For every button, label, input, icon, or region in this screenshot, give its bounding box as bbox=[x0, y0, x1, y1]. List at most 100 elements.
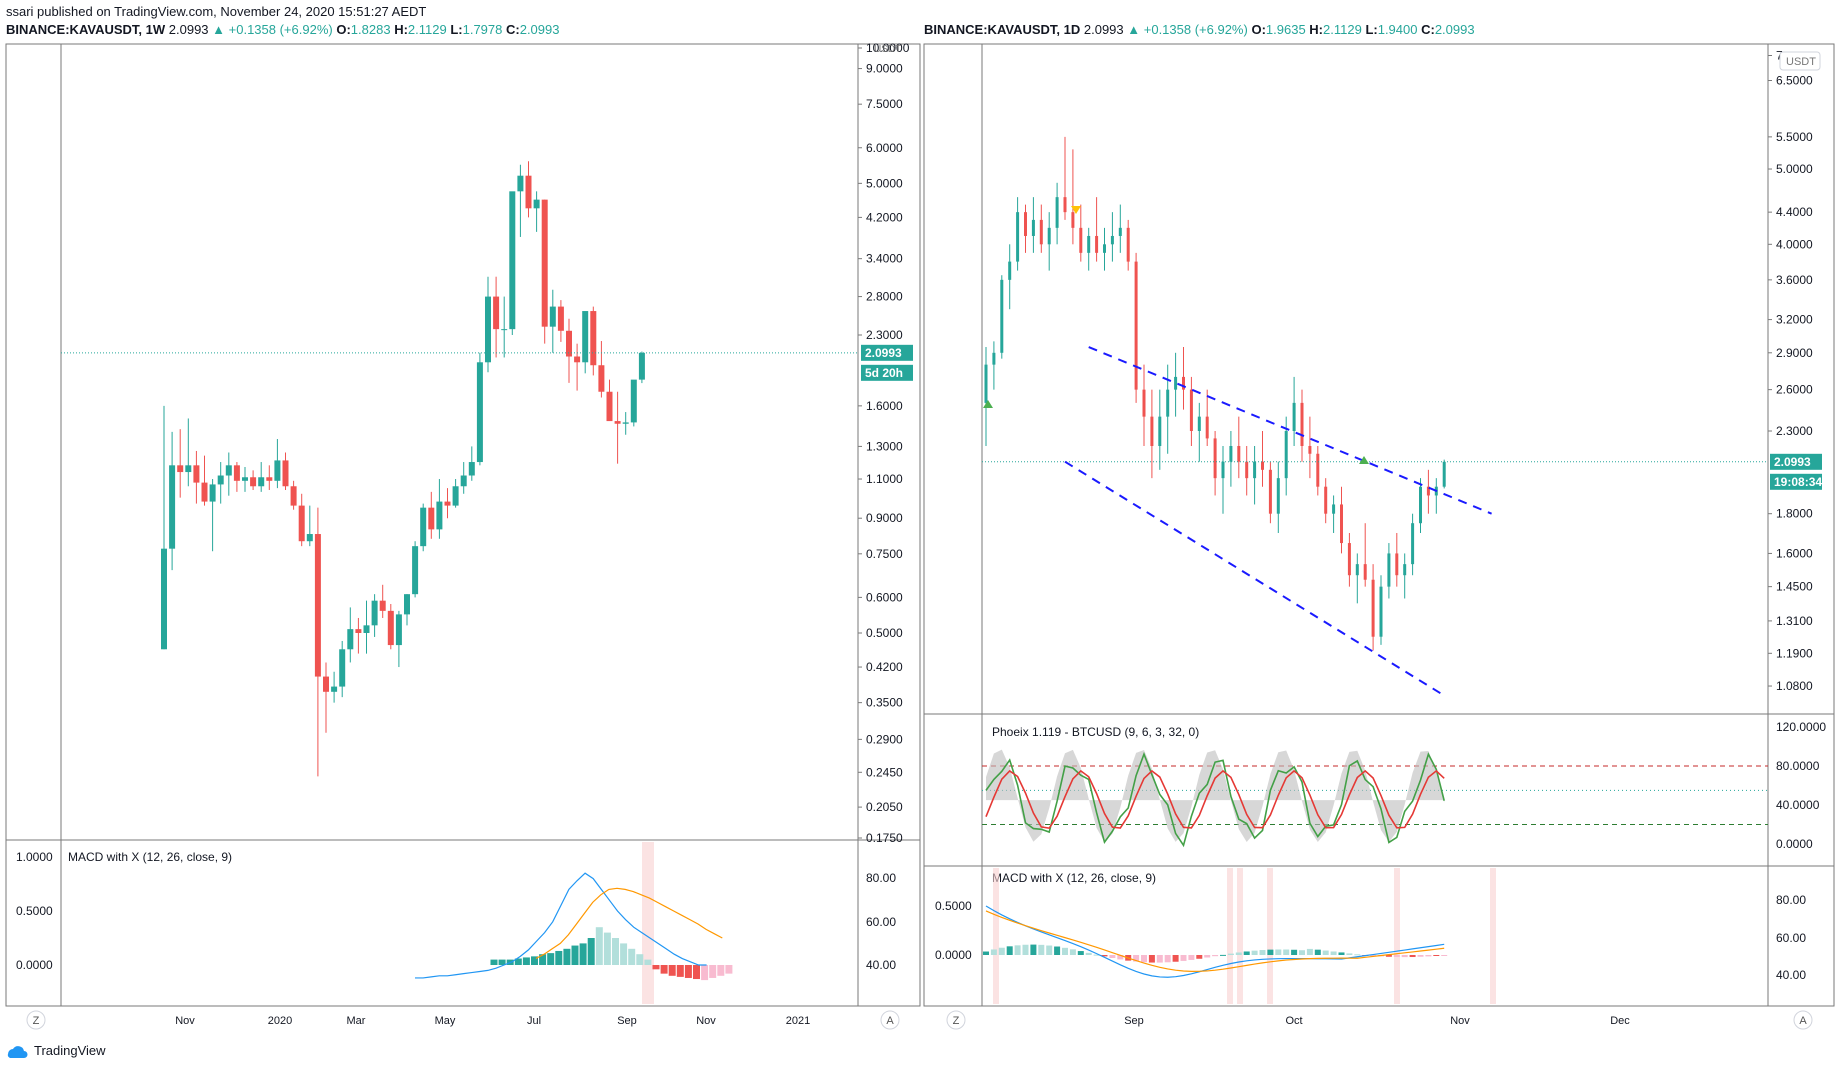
right-macd-hist-bar bbox=[1251, 950, 1258, 955]
right-macd-hist-bar bbox=[1409, 955, 1416, 958]
right-price-tag-text: 2.0993 bbox=[1774, 455, 1811, 469]
right-symbol: BINANCE:KAVAUSDT, 1D bbox=[924, 22, 1081, 37]
right-macd-hist-bar bbox=[1385, 955, 1392, 957]
right-osc-y-tick: 120.0000 bbox=[1776, 720, 1826, 734]
left-x-tick: Nov bbox=[696, 1015, 716, 1027]
right-y-tick: 6.5000 bbox=[1776, 74, 1813, 88]
candle-down bbox=[1237, 445, 1241, 462]
right-y-tick: 2.3000 bbox=[1776, 424, 1813, 438]
candle-up bbox=[363, 625, 370, 633]
right-macd-highlight bbox=[1227, 868, 1233, 1004]
candle-down bbox=[201, 482, 208, 502]
left-macd-hist-bar bbox=[676, 965, 684, 977]
right-y-tick: 2.9000 bbox=[1776, 346, 1813, 360]
right-a-button-label: A bbox=[1799, 1015, 1807, 1027]
candle-up bbox=[485, 296, 491, 363]
right-macd-hist-bar bbox=[998, 947, 1005, 955]
candle-down bbox=[233, 465, 240, 481]
right-macd-hist-bar bbox=[1314, 949, 1321, 955]
right-macd-hist-bar bbox=[1227, 953, 1234, 955]
left-countdown-tag-text: 5d 20h bbox=[865, 366, 903, 380]
right-macd-hist-bar bbox=[1243, 951, 1250, 955]
left-macd-hist-bar bbox=[660, 965, 668, 974]
candle-up bbox=[436, 501, 443, 530]
candle-down bbox=[1039, 219, 1043, 245]
right-macd-hist-bar bbox=[1069, 949, 1076, 955]
right-countdown-tag bbox=[1770, 473, 1822, 490]
left-macd-hist-bar bbox=[668, 965, 676, 976]
candle-up bbox=[404, 594, 410, 615]
osc-area bbox=[986, 749, 1445, 843]
candle-up bbox=[185, 465, 192, 473]
candle-up bbox=[1379, 586, 1383, 637]
right-macd-hist-bar bbox=[1093, 954, 1100, 956]
right-macd-y-tick: 0.0000 bbox=[935, 948, 972, 962]
left-y-tick: 3.4000 bbox=[866, 252, 903, 266]
right-macd-hist-bar bbox=[1338, 952, 1345, 955]
candle-down bbox=[1095, 235, 1099, 253]
left-chart-header: BINANCE:KAVAUSDT, 1W 2.0993 ▲ +0.1358 (+… bbox=[6, 22, 560, 37]
candle-down bbox=[1340, 504, 1343, 544]
right-chart-frame bbox=[923, 43, 1835, 1007]
candle-up bbox=[412, 546, 419, 595]
left-y-tick: 0.7500 bbox=[866, 547, 903, 561]
candle-up bbox=[1276, 478, 1280, 514]
candle-up bbox=[1403, 564, 1407, 576]
right-macd-hist-bar bbox=[1212, 955, 1219, 957]
left-macd-hist-bar bbox=[539, 954, 547, 965]
right-a-button bbox=[1793, 1010, 1813, 1030]
trendline bbox=[1088, 346, 1492, 515]
right-macd-highlight bbox=[1394, 868, 1400, 1004]
candle-up bbox=[476, 362, 483, 463]
right-y-tick: 4.0000 bbox=[1776, 237, 1813, 251]
right-macd-y-tick: 0.5000 bbox=[935, 899, 972, 913]
candle-up bbox=[1166, 389, 1170, 417]
right-macd-hist-bar bbox=[1133, 955, 1140, 962]
candle-down bbox=[574, 356, 581, 363]
candle-down bbox=[1071, 212, 1075, 228]
left-x-tick: Sep bbox=[617, 1015, 637, 1027]
candle-up bbox=[1158, 416, 1162, 446]
left-macd-hist-bar bbox=[563, 948, 571, 965]
left-macd-right-tick: 60.00 bbox=[866, 915, 896, 929]
left-macd-hist-bar bbox=[725, 965, 733, 974]
left-y-tick: 10.0000 bbox=[866, 41, 910, 55]
right-macd-hist-bar bbox=[1156, 955, 1163, 963]
candle-down bbox=[266, 477, 273, 481]
left-macd-hist-bar bbox=[571, 945, 579, 965]
right-macd-hist-bar bbox=[1259, 950, 1266, 955]
candle-up bbox=[1103, 244, 1106, 253]
right-macd-highlight bbox=[993, 868, 999, 1004]
candle-down bbox=[1126, 227, 1130, 262]
candle-up bbox=[371, 600, 378, 626]
candle-up bbox=[339, 649, 346, 687]
right-macd-hist-bar bbox=[1393, 955, 1400, 958]
osc-slow-line bbox=[985, 769, 1445, 830]
right-low: 1.9400 bbox=[1377, 22, 1418, 37]
right-x-tick: Sep bbox=[1124, 1015, 1144, 1027]
candle-up bbox=[549, 306, 556, 327]
right-chart-header: BINANCE:KAVAUSDT, 1D 2.0993 ▲ +0.1358 (+… bbox=[924, 22, 1475, 37]
right-close: 2.0993 bbox=[1434, 22, 1475, 37]
osc-fast-line bbox=[985, 751, 1445, 848]
left-macd-hist-bar bbox=[490, 959, 498, 965]
right-macd-hist-bar bbox=[1196, 955, 1203, 959]
candle-down bbox=[282, 460, 289, 487]
right-macd-hist-bar bbox=[1441, 955, 1448, 956]
candle-down bbox=[1300, 402, 1304, 446]
right-y-tick: 1.0800 bbox=[1776, 679, 1813, 693]
charts-canvas[interactable]: 10.0000 9.0000 7.5000 6.0000 5.0000 4.2000 3.4… bbox=[0, 0, 1840, 1040]
left-z-button-label: Z bbox=[33, 1015, 40, 1027]
right-z-button-label: Z bbox=[953, 1015, 960, 1027]
left-a-button-label: A bbox=[886, 1015, 894, 1027]
candle-up bbox=[517, 175, 524, 192]
right-macd-hist-bar bbox=[983, 951, 989, 955]
right-macd-hist-bar bbox=[1306, 948, 1313, 955]
right-macd-right-tick: 60.00 bbox=[1776, 931, 1806, 945]
right-y-tick: 1.1900 bbox=[1776, 646, 1813, 660]
candle-up bbox=[509, 191, 516, 330]
left-macd-hist-bar bbox=[693, 965, 700, 980]
left-y-tick: 1.3000 bbox=[866, 439, 903, 453]
left-macd-hist-bar bbox=[620, 943, 628, 965]
right-y-tick: 2.6000 bbox=[1776, 383, 1813, 397]
